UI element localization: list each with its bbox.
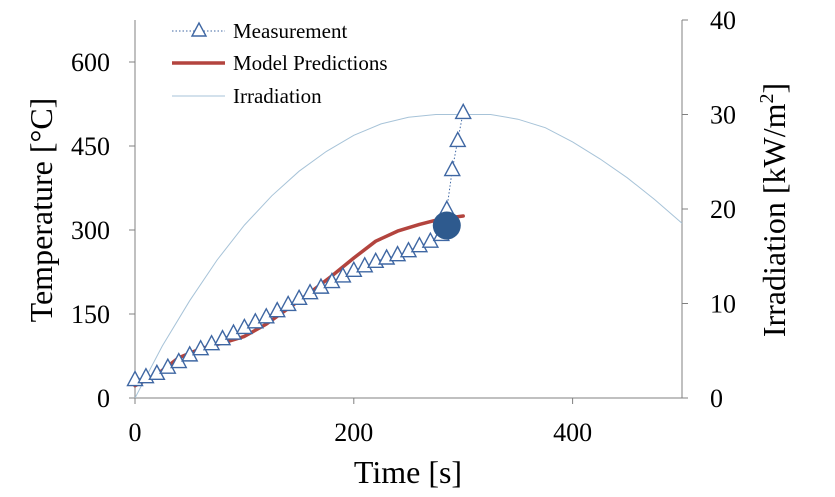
measurement-point: [345, 260, 363, 278]
right-y-tick-label: 0: [710, 384, 723, 413]
series-irradiation-line: [134, 114, 683, 399]
legend: Measurement Model Predictions Irradiatio…: [172, 19, 388, 108]
right-axis-title-sup: 2: [756, 93, 778, 103]
ticks: 0 200 400 0 150 300 450 600 0 10 20 30 40: [71, 6, 736, 447]
series-measurement-line: [134, 112, 464, 380]
right-y-tick-label: 30: [710, 101, 736, 130]
right-axis-title-main: Irradiation [kW/m: [756, 103, 792, 337]
legend-label-measurement: Measurement: [233, 19, 347, 43]
left-y-tick-label: 150: [71, 300, 110, 329]
left-y-tick-label: 0: [97, 384, 110, 413]
highlight-point: [432, 211, 461, 240]
x-tick-label: 400: [553, 418, 592, 447]
right-y-tick-label: 10: [710, 290, 736, 319]
x-tick-label: 200: [334, 418, 373, 447]
legend-item-measurement: Measurement: [172, 19, 347, 43]
measurement-point: [356, 256, 374, 273]
legend-marker-measurement: [190, 21, 208, 37]
measurement-point: [410, 236, 429, 253]
measurement-point: [443, 160, 461, 177]
left-y-tick-label: 450: [71, 132, 110, 161]
right-axis-title: Irradiation [kW/m2]: [756, 83, 792, 337]
legend-label-model: Model Predictions: [233, 51, 388, 75]
right-axis-title-end: ]: [756, 83, 792, 94]
x-tick-label: 0: [129, 418, 142, 447]
left-axis-title: Temperature [°C]: [23, 98, 59, 323]
right-y-tick-label: 20: [710, 195, 736, 224]
legend-item-irradiation: Irradiation: [172, 84, 322, 108]
legend-label-irradiation: Irradiation: [233, 84, 322, 108]
left-y-tick-label: 600: [71, 48, 110, 77]
measurement-point: [454, 102, 472, 120]
series-layer: [126, 102, 683, 399]
right-y-tick-label: 40: [710, 6, 736, 35]
measurement-point: [449, 130, 467, 148]
x-axis-title: Time [s]: [354, 454, 462, 490]
left-y-tick-label: 300: [71, 216, 110, 245]
legend-item-model: Model Predictions: [172, 51, 388, 75]
